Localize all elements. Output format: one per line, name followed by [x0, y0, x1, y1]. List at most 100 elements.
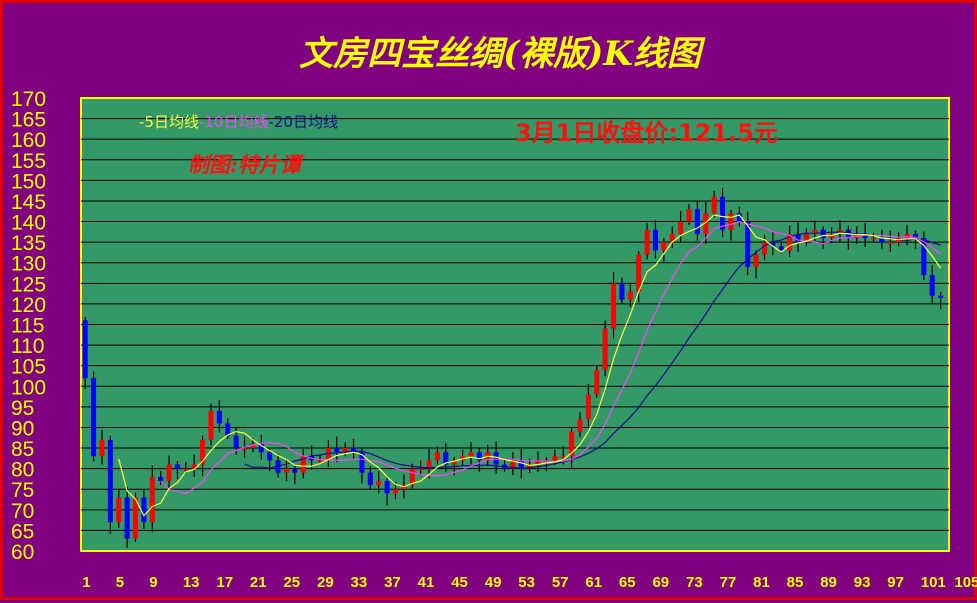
candle-body [745, 221, 751, 267]
y-tick-label: 135 [11, 232, 46, 255]
chart-title: 文房四宝丝绸(裸版)K线图 [299, 34, 706, 74]
y-tick-label: 80 [11, 459, 34, 482]
candle-body [158, 476, 164, 481]
legend: -5日均线-10日均线-20日均线 [139, 113, 338, 131]
candle-body [283, 468, 289, 473]
candle [753, 250, 759, 279]
x-tick-label: 93 [854, 574, 871, 591]
candle-body [518, 460, 524, 469]
candle [200, 435, 206, 477]
candle-body [820, 229, 826, 239]
candle [644, 223, 650, 260]
candle [912, 230, 918, 249]
candle-body [200, 439, 206, 465]
candle [720, 187, 726, 238]
x-tick-label: 37 [384, 574, 401, 591]
candle-body [418, 468, 424, 471]
candle-body [787, 233, 793, 251]
candle-body [535, 460, 541, 465]
candle-body [938, 295, 944, 298]
candle [728, 210, 734, 241]
y-tick-label: 120 [11, 294, 46, 317]
candle-body [216, 410, 222, 424]
y-tick-label: 160 [11, 129, 46, 152]
candle [334, 436, 340, 463]
y-tick-label: 140 [11, 212, 46, 235]
x-tick-label: 65 [619, 574, 636, 591]
candle [694, 200, 700, 241]
candle-body [208, 410, 214, 440]
candle-body [778, 246, 784, 251]
candle-body [552, 456, 558, 461]
x-tick-label: 97 [887, 574, 904, 591]
kline-chart: 6065707580859095100105110115120125130135… [11, 34, 977, 591]
candle-body [392, 489, 399, 494]
candle-body [611, 283, 617, 329]
candle-body [376, 480, 382, 486]
candle [267, 448, 273, 472]
x-tick-label: 89 [820, 574, 837, 591]
candle-body [275, 460, 281, 473]
y-tick-label: 105 [11, 356, 46, 379]
y-tick-label: 60 [11, 541, 34, 564]
y-tick-label: 95 [11, 397, 34, 420]
candle [770, 231, 776, 256]
candle [686, 204, 692, 225]
candle-body [652, 229, 658, 251]
candle-body [191, 464, 197, 469]
y-axis-ticks: 6065707580859095100105110115120125130135… [11, 88, 46, 564]
candle-body [812, 229, 818, 234]
candle-body [912, 233, 918, 239]
x-tick-label: 13 [183, 574, 200, 591]
candle [376, 471, 382, 494]
candle-body [334, 448, 340, 453]
candle [577, 411, 583, 438]
y-tick-label: 110 [11, 335, 44, 358]
x-axis-ticks: 1 5 9 13 17 21 25 29 33 37 41 45 49 53 57 61 65 69 73 77 81 8… [82, 574, 977, 591]
candle-body [476, 452, 482, 461]
candle-body [871, 238, 877, 240]
moving-averages [118, 214, 942, 517]
candle-body [384, 480, 390, 494]
candle-body [325, 448, 331, 461]
candle-body [166, 464, 172, 481]
candle-body [242, 448, 248, 450]
candle-body [267, 452, 273, 461]
candle-body [862, 233, 868, 239]
candle-body [636, 254, 642, 292]
candle-body [443, 452, 449, 465]
candle [510, 452, 516, 476]
candle [99, 429, 105, 465]
candle-body [761, 242, 768, 255]
candle [283, 458, 289, 481]
y-tick-label: 100 [11, 376, 46, 399]
candle-body [728, 213, 734, 230]
candle-body [711, 196, 717, 214]
ma5-line [118, 214, 942, 517]
candle-body [107, 439, 113, 523]
candle [82, 317, 88, 389]
candle [803, 228, 809, 247]
candle [787, 225, 793, 257]
candle [535, 451, 541, 472]
candle-body [250, 443, 256, 449]
candle [216, 400, 222, 433]
candle [678, 210, 684, 243]
candle-body [770, 242, 776, 247]
candle [409, 463, 415, 489]
x-tick-label: 21 [250, 574, 267, 591]
candle [149, 465, 155, 533]
candle [384, 476, 390, 505]
legend-ma5: -5日均线 [139, 113, 199, 131]
candle [569, 427, 575, 468]
candle [367, 466, 373, 491]
close-price-annotation: 3月1日收盘价:121.5元 [515, 119, 778, 147]
x-tick-label: 77 [720, 574, 737, 591]
candle [636, 251, 642, 303]
candle-body [367, 472, 373, 486]
candle-body [921, 238, 927, 276]
candle-body [141, 497, 147, 523]
candle-body [594, 369, 600, 395]
ma10-line [160, 220, 941, 495]
